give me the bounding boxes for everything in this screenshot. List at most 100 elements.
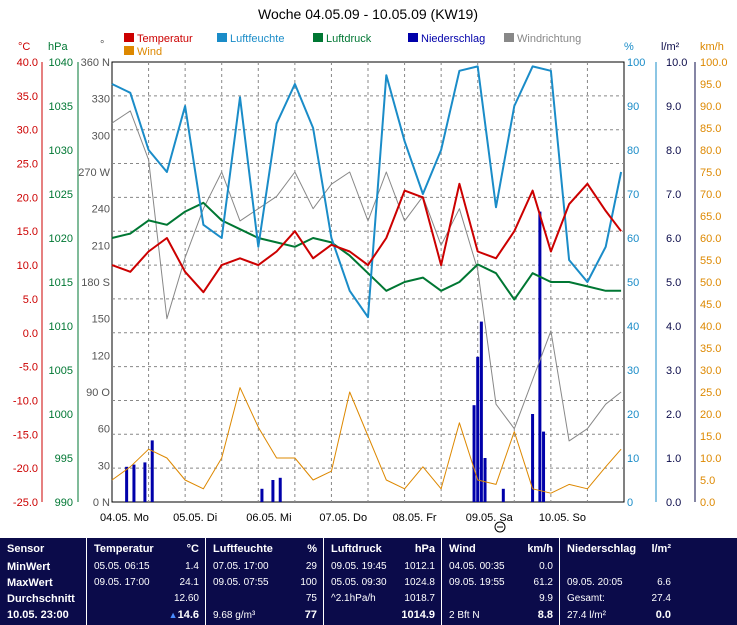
- rain-tick-label: 0.0: [666, 497, 681, 509]
- temp-tick-label: 30.0: [17, 125, 38, 137]
- humidity-tick-label: 100: [627, 57, 645, 69]
- humidity-line: [111, 65, 623, 319]
- pressure-tick-label: 1005: [49, 365, 73, 377]
- hum-abs: 9.68 g/m³: [213, 610, 256, 621]
- winddir-tick-label: 60: [98, 424, 110, 436]
- press-now: 1014.9: [401, 609, 435, 621]
- maxwert-label: MaxWert: [7, 577, 53, 589]
- chart-title: Woche 04.05.09 - 10.05.09 (KW19): [258, 6, 478, 22]
- winddir-tick-label: 120: [92, 350, 110, 362]
- humidity-unit-label: %: [624, 41, 634, 53]
- hum-max-time: 09.05. 07:55: [213, 577, 269, 588]
- rain-bar: [483, 458, 487, 502]
- legend-swatch: [408, 33, 418, 42]
- humidity-tick-label: 0: [627, 497, 633, 509]
- rain-extra: 27.4 l/m²: [567, 610, 606, 621]
- temp-avg: 12.60: [173, 593, 199, 604]
- rain-bar: [542, 431, 546, 502]
- rain-bar: [278, 477, 282, 502]
- wind-tick-label: 95.0: [700, 79, 721, 91]
- pressure-unit-label: hPa: [48, 41, 68, 53]
- scroll-marker[interactable]: [494, 521, 506, 533]
- pressure-tick-label: 1010: [49, 321, 73, 333]
- stats-pressure-column: Luftdruck hPa 09.05. 19:45 1012.1 05.05.…: [324, 538, 441, 625]
- rain-total-label: Gesamt:: [567, 593, 605, 604]
- temp-tick-label: 40.0: [17, 57, 38, 69]
- winddir-tick-label: 180 S: [81, 277, 110, 289]
- rain-unit-label: l/m²: [661, 41, 680, 53]
- wind-tick-label: 5.0: [700, 475, 715, 487]
- winddir-tick-label: 210: [92, 240, 110, 252]
- temp-tick-label: 35.0: [17, 91, 38, 103]
- rain-bar: [538, 211, 542, 502]
- wind-tick-label: 60.0: [700, 233, 721, 245]
- winddir-tick-label: 150: [92, 314, 110, 326]
- wind-tick-label: 40.0: [700, 321, 721, 333]
- pressure-tick-label: 1025: [49, 189, 73, 201]
- stats-humidity-column: Luftfeuchte % 07.05. 17:00 29 09.05. 07:…: [206, 538, 323, 625]
- wind-tick-label: 70.0: [700, 189, 721, 201]
- legend-swatch: [217, 33, 227, 42]
- stats-wind-column: Wind km/h 04.05. 00:35 0.0 09.05. 19:55 …: [442, 538, 559, 625]
- hum-min: 29: [305, 561, 317, 572]
- day-tick-label: 07.05. Do: [319, 512, 367, 524]
- hum-now: 77: [304, 609, 317, 621]
- temp-tick-label: -25.0: [13, 497, 38, 509]
- wind-line: [111, 387, 622, 494]
- temp-trend-icon: ▲: [168, 610, 178, 620]
- rain-max-time: 09.05. 20:05: [567, 577, 623, 588]
- avg-label: Durchschnitt: [7, 593, 75, 605]
- rain-bar: [132, 464, 136, 502]
- wind-tick-label: 90.0: [700, 101, 721, 113]
- rain-bar: [479, 321, 483, 502]
- legend-swatch: [124, 33, 134, 42]
- humidity-tick-label: 40: [627, 321, 639, 333]
- rain-tick-label: 9.0: [666, 101, 681, 113]
- wind-now: 8.8: [537, 609, 553, 621]
- temp-min-time: 05.05. 06:15: [94, 561, 150, 572]
- temp-unit: °C: [186, 543, 199, 555]
- rain-tick-label: 6.0: [666, 233, 681, 245]
- rain-bar: [271, 480, 275, 502]
- pressure-line: [111, 201, 622, 301]
- humidity-tick-label: 20: [627, 409, 639, 421]
- wind-tick-label: 35.0: [700, 343, 721, 355]
- hum-max: 100: [300, 577, 317, 588]
- rain-total: 27.4: [651, 593, 671, 604]
- pressure-tick-label: 1020: [49, 233, 73, 245]
- winddir-tick-label: 360 N: [81, 57, 110, 69]
- wind-tick-label: 75.0: [700, 167, 721, 179]
- wind-tick-label: 45.0: [700, 299, 721, 311]
- wind-unit: km/h: [527, 543, 553, 555]
- wind-tick-label: 80.0: [700, 145, 721, 157]
- temp-unit-label: °C: [18, 41, 30, 53]
- day-tick-label: 08.05. Fr: [393, 512, 437, 524]
- pressure-tick-label: 995: [55, 453, 73, 465]
- humidity-tick-label: 30: [627, 365, 639, 377]
- temp-tick-label: -5.0: [19, 362, 38, 374]
- winddir-tick-label: 0 N: [93, 497, 110, 509]
- rain-bar: [531, 414, 535, 502]
- wind-bft: 2 Bft N: [449, 610, 480, 621]
- rain-header: Niederschlag: [567, 543, 637, 555]
- stats-temperature-column: Temperatur °C 05.05. 06:15 1.4 09.05. 17…: [87, 538, 205, 625]
- legend-swatch: [313, 33, 323, 42]
- temp-tick-label: 10.0: [17, 260, 38, 272]
- rain-tick-label: 10.0: [666, 57, 687, 69]
- rain-unit: l/m²: [651, 543, 671, 555]
- press-unit: hPa: [414, 543, 435, 555]
- temp-tick-label: 20.0: [17, 192, 38, 204]
- weather-chart: Woche 04.05.09 - 10.05.09 (KW19) Tempera…: [12, 6, 728, 533]
- wind-header: Wind: [449, 543, 476, 555]
- temp-tick-label: -20.0: [13, 463, 38, 475]
- wind-unit-label: km/h: [700, 41, 724, 53]
- press-header: Luftdruck: [331, 543, 382, 555]
- temp-max-time: 09.05. 17:00: [94, 577, 150, 588]
- temp-max: 24.1: [179, 577, 199, 588]
- press-trend: ^2.1hPa/h: [331, 593, 376, 604]
- pressure-tick-label: 1015: [49, 277, 73, 289]
- wind-tick-label: 55.0: [700, 255, 721, 267]
- temperature-line: [111, 182, 622, 294]
- legend-label: Windrichtung: [517, 33, 581, 45]
